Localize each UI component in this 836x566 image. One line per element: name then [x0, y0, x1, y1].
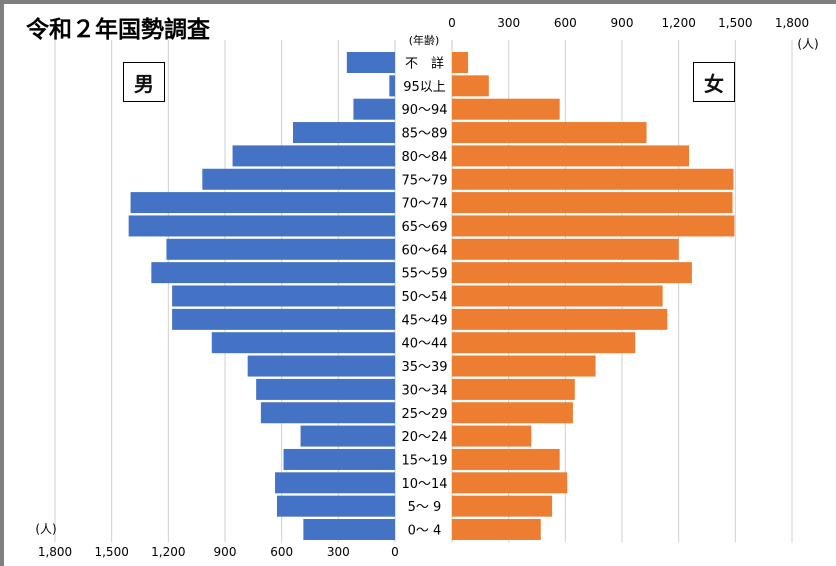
male-bar — [283, 448, 395, 470]
female-bar — [452, 308, 668, 330]
male-bar — [172, 308, 395, 330]
age-group-label: 55～59 — [401, 267, 447, 282]
female-bar — [452, 519, 541, 540]
age-group-label: 50～54 — [401, 290, 447, 305]
age-group-label: 40～44 — [401, 337, 447, 352]
age-group-label: 15～19 — [401, 453, 447, 468]
female-bar — [452, 402, 573, 424]
male-bar — [346, 52, 395, 73]
male-bar — [202, 168, 395, 190]
male-bar — [353, 98, 395, 120]
left-tick-label: 300 — [327, 545, 350, 559]
female-bar — [452, 192, 733, 214]
frame-border-top — [0, 0, 836, 4]
age-group-label: 90～94 — [401, 103, 447, 118]
male-bars — [128, 52, 396, 540]
age-group-label: 0～ 4 — [408, 524, 442, 539]
female-bar — [452, 425, 532, 447]
male-bar — [211, 332, 395, 354]
female-bar — [452, 98, 560, 120]
age-group-label: 70～74 — [401, 197, 447, 212]
female-bar — [452, 75, 489, 97]
age-group-label: 65～69 — [401, 220, 447, 235]
age-group-label: 80～84 — [401, 150, 447, 165]
female-bar — [452, 378, 575, 400]
male-bar — [247, 355, 395, 377]
female-bar — [452, 355, 596, 377]
right-tick-label: 1,500 — [718, 16, 752, 30]
male-bar — [151, 262, 395, 284]
legend-male-label: 男 — [123, 62, 165, 102]
right-tick-label: 0 — [448, 16, 456, 30]
female-bars — [452, 52, 735, 540]
female-bar — [452, 145, 690, 167]
male-bar — [256, 378, 395, 400]
female-bar — [452, 262, 692, 284]
left-tick-label: 1,200 — [151, 545, 185, 559]
age-group-label: 25～29 — [401, 407, 447, 422]
male-bar — [232, 145, 395, 167]
right-tick-label: 600 — [554, 16, 577, 30]
female-bar — [452, 448, 560, 470]
female-bar — [452, 122, 647, 144]
left-unit-label: (人) — [35, 522, 56, 536]
age-group-label: 95以上 — [403, 80, 446, 95]
male-bar — [128, 215, 395, 237]
age-group-label: 10～14 — [401, 477, 447, 492]
age-group-label: 60～64 — [401, 243, 447, 258]
male-bar — [172, 285, 395, 307]
male-bar — [303, 519, 395, 540]
age-group-label: 45～49 — [401, 313, 447, 328]
female-bar — [452, 472, 568, 494]
male-bar — [275, 472, 395, 494]
male-bar — [276, 495, 395, 517]
age-group-label: 不 詳 — [405, 56, 444, 72]
female-bar — [452, 52, 469, 73]
age-group-label: 5～ 9 — [408, 500, 442, 515]
female-bar — [452, 168, 734, 190]
left-tick-label: 600 — [270, 545, 293, 559]
age-group-label: 85～89 — [401, 127, 447, 142]
right-tick-label: 300 — [497, 16, 520, 30]
chart-title: 令和２年国勢調査 — [26, 17, 210, 43]
female-bar — [452, 285, 663, 307]
age-group-label: 20～24 — [401, 430, 447, 445]
age-group-label: 35～39 — [401, 360, 447, 375]
male-bar — [389, 75, 395, 97]
right-tick-label: 1,800 — [775, 16, 809, 30]
legend-female-label: 女 — [693, 62, 735, 102]
frame-border-left — [0, 0, 4, 566]
age-group-labels: 不 詳 95以上 90～94 85～89 80～84 75～79 70～74 65～69 60～… — [401, 56, 447, 539]
male-bar — [166, 238, 395, 260]
female-bar — [452, 238, 679, 260]
age-group-label: 75～79 — [401, 173, 447, 188]
left-tick-label: 1,800 — [38, 545, 72, 559]
male-bar — [300, 425, 395, 447]
left-tick-label: 0 — [391, 545, 399, 559]
left-axis-ticks: 1,800 1,500 1,200 900 600 300 0 — [38, 545, 399, 559]
left-tick-label: 900 — [214, 545, 237, 559]
female-bar — [452, 332, 636, 354]
female-bar — [452, 215, 735, 237]
right-axis-ticks: 0 300 600 900 1,200 1,500 1,800 — [448, 16, 809, 30]
right-unit-label: (人) — [797, 37, 818, 51]
female-bar — [452, 495, 553, 517]
left-tick-label: 1,500 — [94, 545, 128, 559]
male-bar — [130, 192, 396, 214]
male-bar — [293, 122, 395, 144]
male-bar — [260, 402, 395, 424]
category-axis-label: (年齢) — [409, 33, 440, 47]
right-tick-label: 900 — [611, 16, 634, 30]
age-group-label: 30～34 — [401, 383, 447, 398]
right-tick-label: 1,200 — [661, 16, 695, 30]
